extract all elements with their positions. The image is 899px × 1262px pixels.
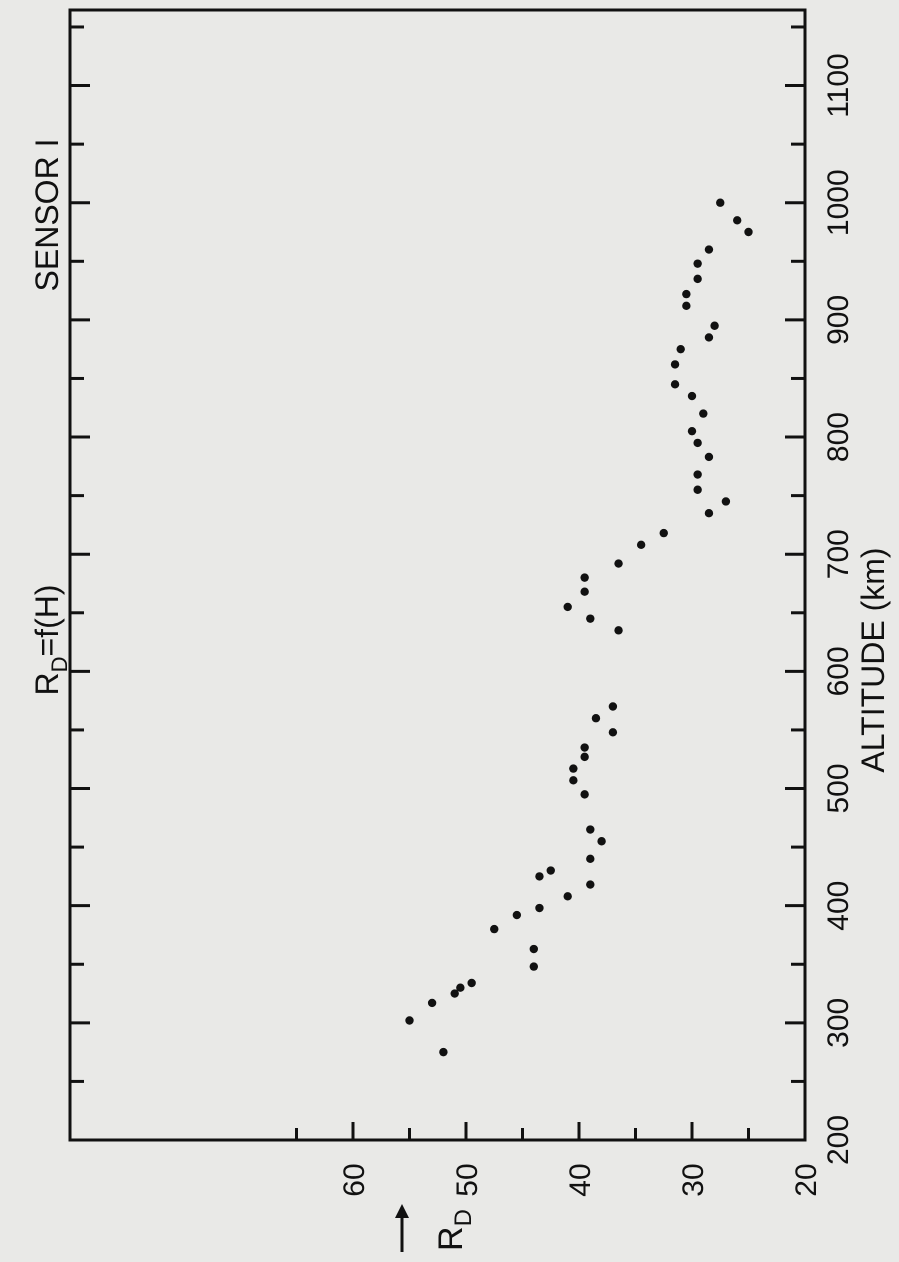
chart-title-main: R bbox=[29, 672, 65, 695]
chart-title: RD=f(H) bbox=[29, 585, 72, 696]
chart-subtitle: SENSOR I bbox=[29, 139, 65, 292]
x-tick-label: 400 bbox=[822, 881, 855, 931]
data-point bbox=[687, 426, 697, 436]
y-tick-label: 30 bbox=[677, 1163, 710, 1196]
data-point bbox=[450, 989, 459, 998]
data-point bbox=[580, 790, 589, 799]
data-point bbox=[682, 301, 691, 311]
data-point bbox=[535, 903, 544, 913]
data-point bbox=[586, 614, 595, 623]
chart-title-subscript: D bbox=[47, 657, 72, 673]
data-point bbox=[693, 438, 702, 448]
data-point bbox=[580, 587, 589, 596]
data-point bbox=[693, 470, 702, 479]
x-tick-label: 300 bbox=[822, 998, 855, 1048]
data-point bbox=[693, 274, 702, 284]
data-point bbox=[563, 892, 572, 901]
data-point bbox=[636, 540, 646, 550]
data-point bbox=[591, 714, 601, 723]
data-point bbox=[580, 752, 589, 762]
data-point bbox=[693, 259, 702, 268]
x-tick-label: 900 bbox=[822, 295, 855, 345]
data-point bbox=[490, 924, 499, 934]
data-point bbox=[614, 559, 623, 568]
data-point bbox=[405, 1016, 414, 1025]
data-point bbox=[704, 452, 714, 462]
arrow-head-icon bbox=[395, 1204, 409, 1218]
data-point bbox=[670, 380, 680, 389]
data-point bbox=[682, 289, 691, 299]
data-point bbox=[563, 602, 572, 612]
x-axis-label: ALTITUDE (km) bbox=[855, 547, 891, 772]
data-point bbox=[733, 216, 742, 225]
x-tick-label: 700 bbox=[822, 529, 855, 579]
data-point bbox=[608, 728, 618, 737]
x-tick-label: 1000 bbox=[822, 169, 855, 236]
data-point bbox=[716, 198, 725, 207]
y-tick-label: 20 bbox=[790, 1163, 823, 1196]
data-point bbox=[529, 944, 538, 954]
data-point bbox=[614, 626, 623, 635]
data-point bbox=[659, 528, 668, 538]
data-point bbox=[693, 485, 702, 494]
data-point bbox=[704, 508, 714, 518]
data-point bbox=[710, 321, 719, 330]
data-point bbox=[569, 764, 578, 773]
data-point bbox=[586, 880, 595, 889]
x-tick-label: 800 bbox=[822, 412, 855, 462]
data-point bbox=[580, 573, 589, 582]
data-point bbox=[439, 1047, 448, 1057]
data-point bbox=[670, 360, 680, 369]
x-tick-label: 500 bbox=[822, 763, 855, 813]
y-axis-label: RD bbox=[432, 1209, 477, 1251]
data-point bbox=[512, 910, 522, 920]
x-tick-label: 1100 bbox=[822, 53, 855, 118]
data-point bbox=[687, 391, 697, 401]
data-point bbox=[580, 743, 589, 752]
data-point bbox=[608, 702, 618, 711]
data-point bbox=[586, 854, 595, 864]
data-point bbox=[546, 866, 555, 875]
y-tick-label: 60 bbox=[338, 1163, 371, 1196]
y-tick-label: 40 bbox=[564, 1163, 597, 1196]
data-point bbox=[676, 344, 685, 354]
data-point bbox=[704, 333, 714, 342]
data-point bbox=[721, 497, 731, 506]
data-point bbox=[704, 245, 714, 254]
data-point bbox=[699, 409, 708, 418]
plot-frame bbox=[68, 8, 807, 1142]
data-point bbox=[456, 983, 465, 992]
x-tick-label: 600 bbox=[822, 646, 855, 696]
y-tick-label: 50 bbox=[451, 1163, 484, 1196]
data-point bbox=[744, 227, 753, 237]
data-point bbox=[586, 825, 595, 834]
y-axis-label-main: R bbox=[432, 1226, 470, 1251]
y-axis-label-subscript: D bbox=[450, 1209, 477, 1226]
data-point bbox=[467, 978, 476, 988]
data-point bbox=[427, 998, 437, 1008]
data-point bbox=[597, 837, 606, 846]
data-point bbox=[535, 872, 544, 881]
chart-title-suffix: =f(H) bbox=[29, 585, 65, 657]
x-tick-label: 200 bbox=[822, 1115, 855, 1165]
data-point bbox=[569, 776, 578, 785]
data-point bbox=[529, 962, 538, 971]
